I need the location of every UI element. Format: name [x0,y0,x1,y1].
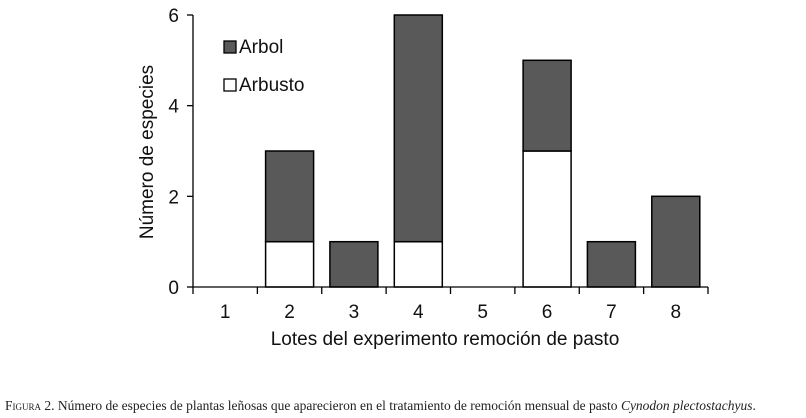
x-tick-label-5: 5 [477,302,488,323]
bar-arbol-4 [393,14,444,243]
bars-group [264,14,701,288]
x-tick-label-7: 7 [606,302,617,323]
bar-chart: 0 2 4 6 1 2 3 4 5 6 7 8 Número de especies Lotes de… [137,6,709,350]
caption-end: . [752,398,756,413]
x-tick-label-4: 4 [413,302,424,323]
y-tick-label-2: 2 [168,187,179,208]
x-tick-label-6: 6 [542,302,553,323]
bar-arbusto-2 [264,240,315,288]
tick-labels-group: 0 2 4 6 1 2 3 4 5 6 7 8 [168,6,681,323]
figure-caption: Figura 2. Número de especies de plantas … [5,398,805,414]
legend: Arbol Arbusto [223,37,304,96]
y-tick-label-4: 4 [168,97,179,118]
legend-label-arbol: Arbol [239,37,283,58]
y-tick-label-6: 6 [168,6,179,27]
caption-text: Número de especies de plantas leñosas qu… [54,398,621,413]
x-tick-label-2: 2 [284,302,295,323]
caption-species: Cynodon plectostachyus [620,398,753,413]
legend-swatch-arbusto [223,78,237,92]
legend-swatch-arbol [223,40,237,54]
bar-arbol-6 [522,59,572,152]
bar-arbol-7 [586,240,637,288]
x-tick-label-1: 1 [220,302,231,323]
y-tick-label-0: 0 [168,278,179,299]
bar-arbol-3 [329,240,379,288]
x-axis-label: Lotes del experimento remoción de pasto [271,329,620,350]
bar-arbusto-6 [522,150,572,288]
axes-group [187,14,709,294]
bar-arbusto-4 [393,240,444,288]
y-axis-label: Número de especies [137,65,158,239]
x-tick-label-3: 3 [349,302,360,323]
caption-label: Figura 2. [5,398,55,413]
legend-label-arbusto: Arbusto [239,75,304,96]
bar-arbol-2 [264,150,315,243]
bar-arbol-8 [651,195,701,288]
x-tick-label-8: 8 [671,302,682,323]
